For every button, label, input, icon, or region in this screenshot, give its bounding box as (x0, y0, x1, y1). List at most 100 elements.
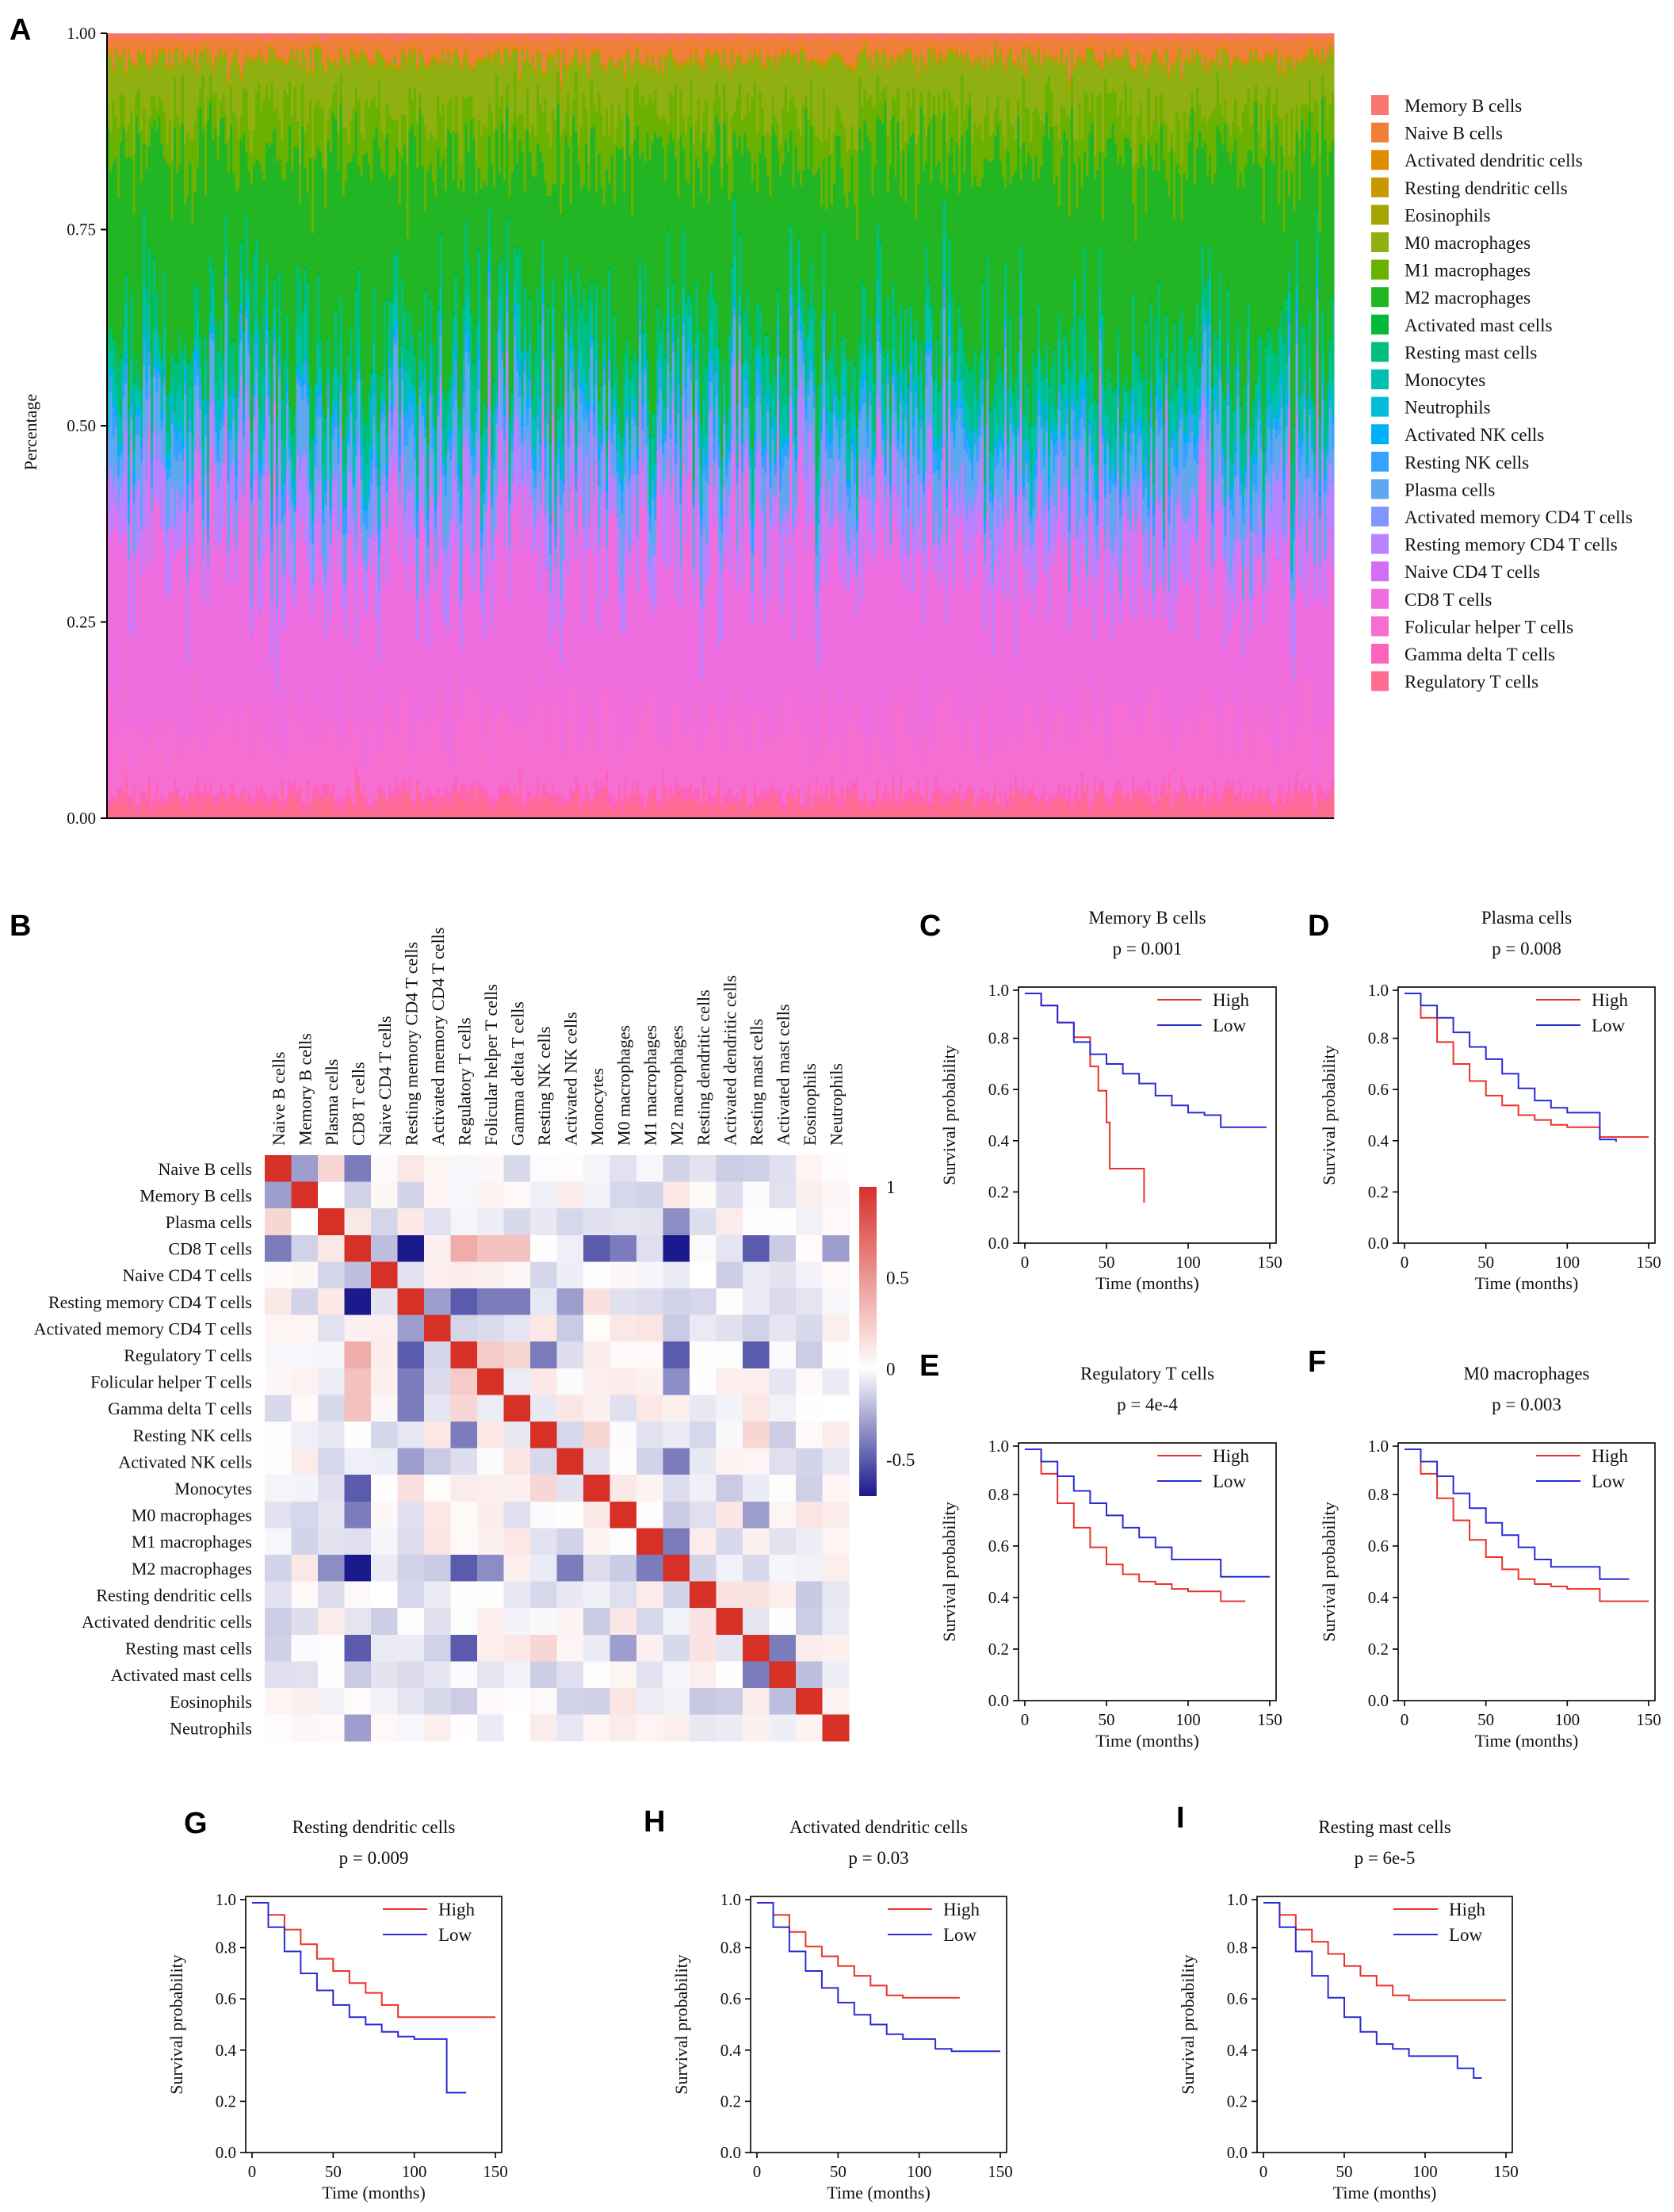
bar-m2-macrophages (526, 129, 529, 350)
bar-m2-macrophages (120, 141, 123, 354)
bar-neutrophils (631, 395, 634, 398)
bar-resting-mast-cells (480, 435, 483, 496)
bar-activated-memory-cd4-t-cells (173, 519, 177, 531)
bar-monocytes (390, 364, 394, 401)
bar-resting-mast-cells (449, 374, 453, 392)
bar-resting-mast-cells (429, 300, 433, 346)
bar-activated-nk-cells (625, 410, 629, 416)
bar-neutrophils (475, 404, 479, 406)
bar-resting-memory-cd4-t-cells (199, 453, 202, 498)
bar-plasma-cells (281, 522, 285, 555)
bar-plasma-cells (623, 473, 627, 519)
bar-resting-dendritic-cells (324, 72, 327, 75)
bar-plasma-cells (262, 441, 266, 467)
bar-resting-dendritic-cells (454, 50, 458, 52)
bar-neutrophils (375, 451, 379, 453)
bar-activated-dendritic-cells (444, 60, 448, 63)
bar-naive-b-cells (434, 36, 438, 55)
bar-m1-macrophages (429, 132, 433, 163)
bar-naive-b-cells (513, 35, 517, 46)
bar-activated-mast-cells (408, 309, 412, 312)
bar-resting-mast-cells (135, 358, 139, 385)
bar-resting-dendritic-cells (143, 50, 146, 52)
bar-m0-macrophages (166, 69, 170, 145)
bar-m2-macrophages (480, 188, 483, 433)
bar-activated-mast-cells (201, 396, 205, 399)
bar-gamma-delta-t-cells (260, 783, 264, 798)
bar-neutrophils (483, 476, 486, 480)
bar-resting-mast-cells (613, 315, 617, 384)
bar-activated-mast-cells (398, 363, 402, 367)
bar-gamma-delta-t-cells (523, 804, 527, 813)
bar-neutrophils (518, 356, 522, 360)
bar-cd8-t-cells (370, 573, 374, 676)
bar-naive-b-cells (615, 40, 619, 63)
bar-activated-dendritic-cells (296, 47, 300, 49)
bar-activated-mast-cells (135, 354, 139, 358)
bar-activated-memory-cd4-t-cells (594, 427, 598, 438)
bar-activated-mast-cells (383, 299, 387, 301)
bar-activated-memory-cd4-t-cells (621, 579, 625, 594)
bar-cd8-t-cells (334, 538, 338, 734)
bar-m1-macrophages (362, 139, 366, 156)
bar-naive-b-cells (153, 41, 156, 52)
bar-activated-dendritic-cells (155, 59, 159, 63)
bar-naive-b-cells (552, 35, 555, 53)
bar-monocytes (132, 450, 136, 471)
bar-naive-b-cells (480, 38, 483, 59)
bar-activated-dendritic-cells (457, 55, 461, 59)
bar-cd8-t-cells (638, 403, 642, 695)
bar-resting-memory-cd4-t-cells (421, 456, 425, 510)
bar-naive-cd4-t-cells (508, 600, 512, 603)
bar-regulatory-t-cells (204, 793, 208, 819)
bar-monocytes (472, 430, 476, 447)
bar-naive-b-cells (390, 40, 394, 64)
bar-m0-macrophages (319, 52, 323, 107)
bar-resting-memory-cd4-t-cells (132, 553, 136, 634)
bar-resting-mast-cells (390, 302, 394, 365)
bar-neutrophils (533, 455, 537, 457)
bar-activated-nk-cells (552, 341, 555, 352)
bar-naive-b-cells (567, 39, 571, 64)
bar-activated-memory-cd4-t-cells (262, 466, 266, 479)
bar-regulatory-t-cells (510, 802, 514, 819)
bar-resting-dendritic-cells (370, 63, 374, 65)
bar-activated-dendritic-cells (429, 59, 433, 63)
bar-naive-cd4-t-cells (176, 549, 179, 553)
bar-cd8-t-cells (628, 573, 632, 702)
bar-memory-b-cells (398, 33, 402, 40)
stacked-bars (107, 33, 1335, 819)
bar-eosinophils (411, 55, 415, 58)
bar-monocytes (232, 375, 235, 391)
bar-m2-macrophages (319, 151, 323, 339)
bar-naive-cd4-t-cells (602, 491, 606, 494)
bar-naive-b-cells (383, 36, 387, 59)
bar-folicular-helper-t-cells (656, 741, 660, 801)
bar-m2-macrophages (554, 184, 558, 452)
bar-activated-mast-cells (327, 336, 331, 339)
bar-m1-macrophages (390, 120, 394, 177)
bar-monocytes (329, 465, 333, 503)
bar-naive-b-cells (262, 41, 266, 59)
bar-m2-macrophages (265, 143, 269, 260)
bar-resting-memory-cd4-t-cells (400, 411, 404, 457)
bar-activated-memory-cd4-t-cells (452, 439, 456, 450)
bar-resting-nk-cells (109, 375, 113, 393)
bar-activated-mast-cells (569, 274, 573, 276)
bar-plasma-cells (585, 419, 588, 451)
bar-activated-mast-cells (621, 433, 625, 438)
bar-folicular-helper-t-cells (487, 698, 491, 798)
bar-m1-macrophages (316, 100, 320, 147)
bar-plasma-cells (638, 338, 642, 372)
bar-eosinophils (682, 66, 686, 68)
bar-naive-b-cells (283, 36, 287, 59)
bar-m2-macrophages (206, 119, 210, 401)
bar-naive-cd4-t-cells (124, 533, 128, 535)
bar-gamma-delta-t-cells (613, 802, 617, 810)
bar-activated-mast-cells (462, 301, 466, 308)
bar-regulatory-t-cells (339, 811, 343, 819)
bar-monocytes (260, 426, 264, 455)
bar-m2-macrophages (605, 169, 609, 427)
bar-regulatory-t-cells (554, 806, 558, 819)
bar-resting-mast-cells (592, 340, 596, 385)
